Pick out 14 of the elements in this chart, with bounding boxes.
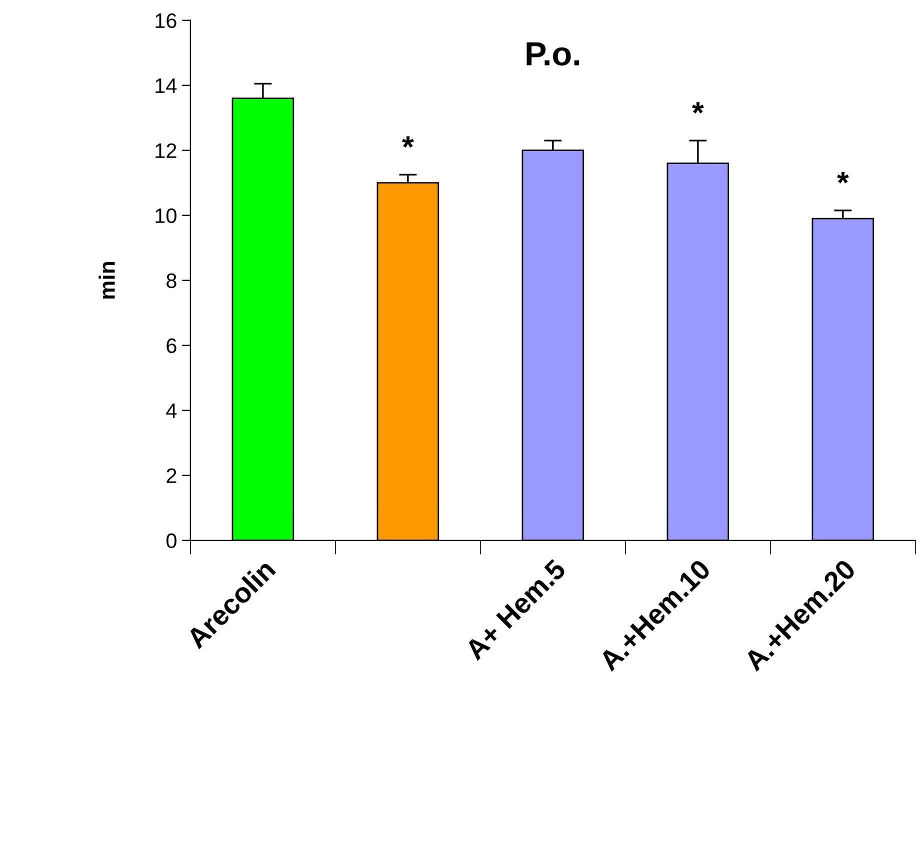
y-tick-label: 16	[156, 13, 176, 28]
y-tick-label: 12	[156, 143, 176, 158]
y-tick-label: 10	[156, 208, 176, 224]
text: P.o.	[526, 42, 580, 66]
y-tick-label: 2	[166, 468, 176, 483]
y-tick-label: 0	[166, 533, 176, 548]
y-axis-title: min	[98, 262, 115, 299]
y-tick-label: 6	[166, 338, 176, 354]
y-tick-label: 8	[166, 273, 176, 288]
annotation: *	[402, 136, 414, 148]
y-tick-label: 14	[156, 78, 177, 93]
y-tick-label: 4	[166, 404, 177, 418]
annotation: *	[837, 172, 849, 184]
annotation: *	[692, 102, 704, 114]
